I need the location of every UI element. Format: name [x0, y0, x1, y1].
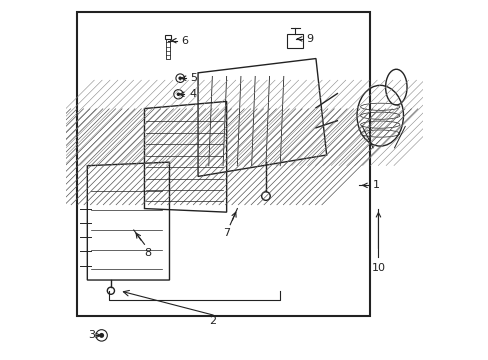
Text: 9: 9 [305, 34, 312, 44]
Text: 6: 6 [181, 36, 188, 46]
Text: 2: 2 [208, 316, 216, 326]
Circle shape [176, 93, 180, 96]
Text: 4: 4 [189, 89, 196, 99]
Bar [164, 35, 170, 39]
Text: 8: 8 [143, 248, 151, 258]
Bar [287, 33, 303, 48]
Circle shape [178, 76, 182, 80]
Text: 1: 1 [372, 180, 379, 190]
Text: 7: 7 [223, 228, 230, 238]
Text: 10: 10 [371, 263, 385, 273]
Text: 3: 3 [88, 330, 95, 341]
Text: 5: 5 [189, 73, 197, 83]
Circle shape [99, 333, 104, 338]
Bar [77, 12, 369, 316]
